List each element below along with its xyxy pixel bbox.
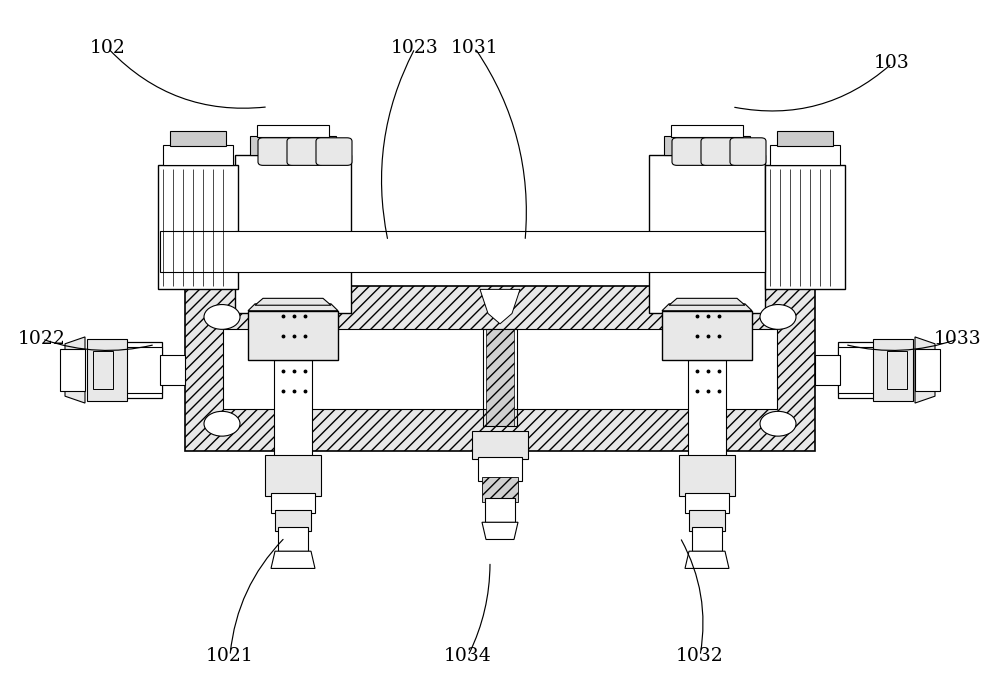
Bar [278,527,308,551]
Bar [235,231,238,272]
Text: 1021: 1021 [206,647,254,665]
Bar [838,342,910,398]
Polygon shape [915,337,935,403]
Text: 1022: 1022 [18,330,66,348]
Bar [235,155,351,313]
Bar [257,125,329,137]
Bar [275,510,311,531]
Bar [685,493,729,513]
Bar [248,311,338,360]
Polygon shape [662,304,752,311]
Bar [250,136,336,155]
Bar [223,329,777,409]
Polygon shape [271,551,315,568]
Circle shape [760,305,796,329]
Text: 1033: 1033 [934,330,982,348]
Bar [664,136,750,155]
Bar [472,431,528,459]
Bar [160,355,185,385]
Bar [158,165,238,289]
Bar [671,125,743,137]
Bar [815,355,840,385]
Circle shape [760,411,796,436]
Text: 1023: 1023 [391,39,439,57]
Bar [692,527,722,551]
Text: 103: 103 [874,54,910,72]
FancyBboxPatch shape [672,138,708,165]
Bar [689,510,725,531]
FancyBboxPatch shape [287,138,323,165]
Bar [770,145,840,165]
Bar [765,165,845,289]
Bar [163,145,233,165]
Bar [170,131,226,146]
Bar [265,455,321,496]
Bar [87,339,127,401]
Bar [777,131,833,146]
Polygon shape [685,551,729,568]
Bar [93,351,113,389]
Bar [478,457,522,481]
Bar [482,477,518,502]
FancyBboxPatch shape [730,138,766,165]
FancyBboxPatch shape [701,138,737,165]
Bar [662,311,752,360]
FancyBboxPatch shape [258,138,294,165]
Polygon shape [669,298,745,305]
Bar [679,455,735,496]
Text: 102: 102 [90,39,126,57]
Bar [688,360,726,457]
Bar [185,286,815,451]
Text: 1031: 1031 [451,39,499,57]
Bar [915,349,940,391]
Polygon shape [480,289,520,324]
Polygon shape [482,522,518,539]
Bar [271,493,315,513]
Bar [486,329,514,426]
Text: 1034: 1034 [444,647,492,665]
Text: 1032: 1032 [676,647,724,665]
Polygon shape [65,337,85,403]
Bar [485,498,515,522]
Bar [873,339,913,401]
Bar [60,349,85,391]
Bar [483,329,517,426]
Polygon shape [248,304,338,311]
Bar [838,347,890,393]
Bar [110,347,162,393]
Bar [274,360,312,457]
Bar [649,155,765,313]
Circle shape [204,411,240,436]
Circle shape [204,305,240,329]
Bar [160,231,765,272]
Bar [887,351,907,389]
FancyBboxPatch shape [316,138,352,165]
Bar [90,342,162,398]
Polygon shape [255,298,331,305]
